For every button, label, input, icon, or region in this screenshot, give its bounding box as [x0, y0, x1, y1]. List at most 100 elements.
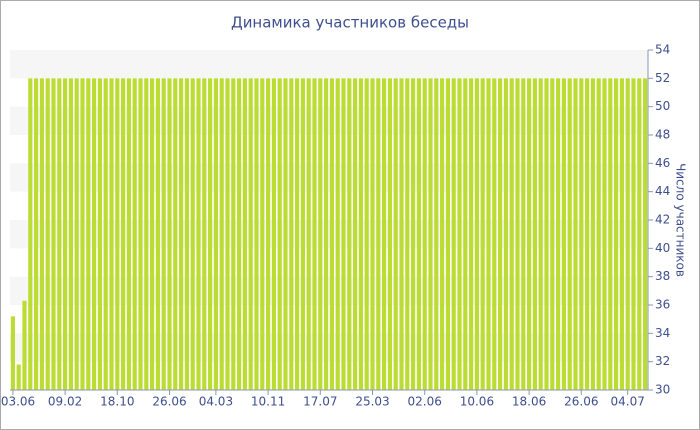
bar: [532, 78, 537, 390]
bar: [39, 78, 44, 390]
bar: [416, 78, 421, 390]
bar: [579, 78, 584, 390]
bar: [411, 78, 416, 390]
y-tick-label: 42: [655, 213, 670, 227]
bar: [596, 78, 601, 390]
y-tick-label: 48: [655, 128, 670, 142]
bar: [474, 78, 479, 390]
x-tick-label: 10.11: [251, 395, 285, 409]
y-tick-label: 46: [655, 156, 670, 170]
bar: [254, 78, 259, 390]
bar: [602, 78, 607, 390]
bar: [300, 78, 305, 390]
bar: [266, 78, 271, 390]
bar: [190, 78, 195, 390]
bar: [237, 78, 242, 390]
bar: [382, 78, 387, 390]
bar: [498, 78, 503, 390]
bar: [318, 78, 323, 390]
bar: [109, 78, 114, 390]
bar: [196, 78, 201, 390]
bar: [393, 78, 398, 390]
bar: [399, 78, 404, 390]
bar: [161, 78, 166, 390]
bar: [231, 78, 236, 390]
y-tick-label: 30: [655, 383, 670, 397]
bar: [173, 78, 178, 390]
bar: [434, 78, 439, 390]
bar: [643, 78, 648, 390]
bar: [144, 78, 149, 390]
bar: [457, 78, 462, 390]
x-tick-label: 04.07: [611, 395, 645, 409]
bar: [422, 78, 427, 390]
bar: [492, 78, 497, 390]
bar: [608, 78, 613, 390]
bar: [103, 78, 108, 390]
bar: [184, 78, 189, 390]
bar: [74, 78, 79, 390]
bar: [260, 78, 265, 390]
bar: [208, 78, 213, 390]
bar: [121, 78, 126, 390]
bar: [28, 78, 33, 390]
bar: [503, 78, 508, 390]
x-tick-label: 18.06: [512, 395, 546, 409]
bar: [469, 78, 474, 390]
bar: [167, 78, 172, 390]
bar: [202, 78, 207, 390]
bar: [10, 316, 15, 390]
bar: [527, 78, 532, 390]
bar: [80, 78, 85, 390]
x-tick-label: 26.06: [152, 395, 186, 409]
bar: [387, 78, 392, 390]
bar: [329, 78, 334, 390]
bar: [86, 78, 91, 390]
y-tick-label: 40: [655, 241, 670, 255]
chart-title: Динамика участников беседы: [231, 14, 469, 32]
bar: [289, 78, 294, 390]
bar: [631, 78, 636, 390]
bar: [97, 78, 102, 390]
y-tick-label: 38: [655, 269, 670, 283]
bar: [556, 78, 561, 390]
y-tick-label: 44: [655, 184, 670, 198]
grid-band: [10, 50, 648, 79]
bar: [550, 78, 555, 390]
bar: [486, 78, 491, 390]
x-tick-label: 18.10: [100, 395, 134, 409]
bar: [509, 78, 514, 390]
bar: [126, 78, 131, 390]
bar: [463, 78, 468, 390]
bar: [353, 78, 358, 390]
bar: [335, 78, 340, 390]
bar: [515, 78, 520, 390]
bar: [480, 78, 485, 390]
y-tick-label: 50: [655, 99, 670, 113]
bar: [57, 78, 62, 390]
bar: [538, 78, 543, 390]
y-tick-label: 36: [655, 298, 670, 312]
bar: [364, 78, 369, 390]
bar: [51, 78, 56, 390]
bar: [637, 78, 642, 390]
bar: [155, 78, 160, 390]
bar: [150, 78, 155, 390]
bar: [445, 78, 450, 390]
x-tick-label: 10.06: [460, 395, 494, 409]
bar: [614, 78, 619, 390]
bar: [376, 78, 381, 390]
bar: [219, 78, 224, 390]
bar: [619, 78, 624, 390]
bar: [16, 364, 21, 390]
bar: [248, 78, 253, 390]
bar: [405, 78, 410, 390]
bar: [544, 78, 549, 390]
y-tick-label: 54: [655, 43, 670, 57]
bar: [312, 78, 317, 390]
x-tick-label: 02.06: [408, 395, 442, 409]
bar: [92, 78, 97, 390]
bar: [561, 78, 566, 390]
x-tick-label: 04.03: [199, 395, 233, 409]
